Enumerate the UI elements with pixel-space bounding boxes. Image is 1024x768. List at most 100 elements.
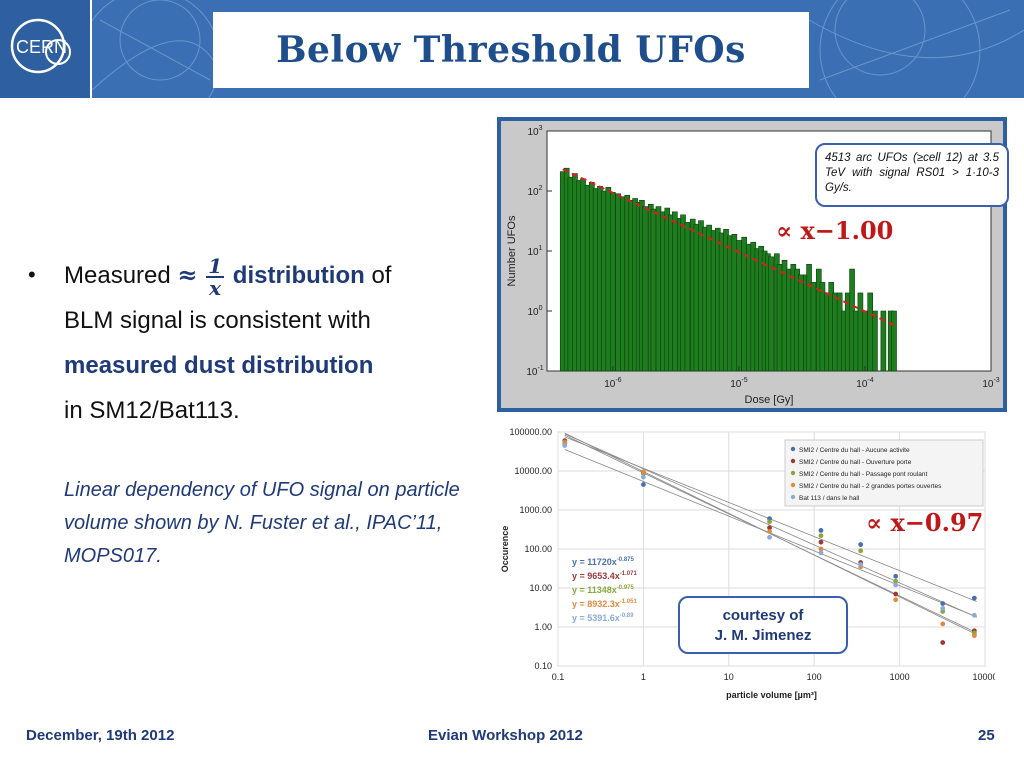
histogram-bar — [872, 310, 878, 372]
bullet-measured: Measured — [64, 262, 171, 289]
histogram-bar — [810, 282, 817, 372]
ufo-histogram-frame: 10-1 100 101 102 103 10-6 10-5 10-4 10-3 Dose [Gy… — [497, 117, 1007, 412]
legend-marker — [790, 458, 796, 464]
y-tick-label: 1000.00 — [519, 505, 552, 515]
legend-marker — [790, 470, 796, 476]
bullet-body: Measured ≈ 1 x distribution of BLM signa… — [64, 252, 484, 433]
courtesy-line-1: courtesy of — [722, 607, 804, 624]
histogram-bar — [736, 240, 742, 372]
y-tick-label: 1.00 — [534, 622, 552, 632]
histogram-bar — [672, 211, 678, 372]
fit-label-bottom: ∝ x−0.97 — [866, 508, 984, 537]
histogram-bar — [567, 176, 574, 372]
courtesy-box: courtesy of J. M. Jimenez — [678, 596, 848, 654]
fraction-denominator: x — [209, 275, 222, 300]
legend-entry: SMI2 / Centre du hall - 2 grandes portes… — [799, 483, 942, 490]
histogram-bar — [642, 206, 648, 372]
fit-equation: y = 11348x-0.975 — [572, 585, 634, 595]
y-tick-label: 100 — [527, 305, 542, 318]
histogram-bar — [880, 310, 887, 372]
scatter-point — [767, 525, 772, 531]
legend-entry: Bat 113 / dans le hall — [799, 495, 860, 502]
title-box: Below Threshold UFOs — [213, 12, 809, 88]
histogram-bar — [768, 256, 774, 372]
page-title: Below Threshold UFOs — [276, 29, 746, 71]
footer-page-number: 25 — [978, 727, 995, 744]
fit-equation: y = 9653.4x-1.071 — [572, 571, 637, 581]
scatter-point — [893, 597, 899, 603]
x-tick-label: 1000 — [890, 672, 910, 682]
histogram-bar — [781, 259, 788, 372]
scatter-point — [893, 591, 899, 597]
histogram-bar — [650, 208, 657, 372]
scatter-point — [767, 519, 772, 525]
y-axis-label: Number UFOs — [506, 215, 518, 286]
histogram-bar — [776, 264, 783, 372]
scatter-point — [818, 533, 824, 539]
histogram-bar — [610, 192, 616, 372]
scatter-point — [818, 527, 824, 533]
y-tick-label: 10.00 — [529, 583, 552, 593]
header-banner: CERN Below Threshold UFOs — [0, 0, 1024, 98]
histogram-bar — [741, 236, 747, 372]
scatter-point — [858, 542, 864, 547]
scatter-point — [971, 612, 977, 618]
scatter-point — [641, 482, 646, 487]
footer-event: Evian Workshop 2012 — [428, 727, 583, 744]
histogram-bar — [684, 222, 691, 372]
x-tick-label: 100 — [807, 672, 822, 682]
bullet-of: of — [371, 262, 392, 289]
scatter-point — [818, 550, 824, 556]
histogram-bar — [891, 310, 897, 372]
scatter-point — [767, 534, 772, 540]
ufo-annotation-box: 4513 arc UFOs (≥cell 12) at 3.5 TeV with… — [815, 143, 1009, 207]
fit-equation: y = 11720x-0.875 — [572, 557, 634, 567]
scatter-point — [893, 578, 899, 584]
x-tick-label: 10-5 — [730, 377, 747, 390]
trend-line — [564, 434, 977, 634]
x-tick-label: 10-4 — [856, 377, 873, 390]
ufo-annotation-text: 4513 arc UFOs (≥cell 12) at 3.5 TeV with… — [825, 152, 999, 194]
histogram-bar — [819, 282, 826, 372]
y-tick-label: 0.10 — [534, 661, 552, 671]
courtesy-line-2: J. M. Jimenez — [714, 627, 812, 644]
cern-logo: CERN — [0, 0, 92, 98]
bullet-line-1: Measured ≈ 1 x distribution of — [64, 252, 484, 298]
scatter-point — [641, 474, 646, 480]
x-tick-label: 10-3 — [982, 377, 999, 390]
scatter-point — [940, 605, 946, 611]
histogram-bar — [731, 233, 738, 372]
dust-distribution-chart: 100000.00 10000.00 1000.00 100.00 10.00 1.00 0… — [500, 427, 995, 700]
fraction-numerator: 1 — [206, 253, 225, 278]
legend-marker — [790, 482, 796, 488]
histogram-bar — [867, 292, 873, 372]
bullet-line-3: measured dust distribution — [64, 352, 374, 379]
y-tick-label: 100000.00 — [509, 427, 552, 437]
legend-box — [784, 439, 984, 507]
y-axis-label: Occurence — [500, 526, 510, 573]
scatter-point — [858, 562, 864, 567]
histogram-bar — [615, 193, 621, 372]
histogram-bar — [605, 187, 612, 372]
footer-date: December, 19th 2012 — [26, 727, 175, 744]
approx-symbol: ≈ — [177, 260, 198, 289]
histogram-bar — [655, 206, 662, 372]
scatter-point — [641, 469, 646, 475]
legend-marker — [790, 446, 796, 452]
scatter-point — [818, 546, 824, 552]
histogram-bar — [857, 292, 864, 372]
scatter-point — [940, 621, 946, 627]
y-tick-label: 10-1 — [526, 365, 543, 378]
scatter-point — [940, 601, 946, 606]
banner-decoration — [79, 0, 1024, 98]
legend-marker — [790, 494, 796, 500]
histogram-bar — [798, 274, 804, 372]
scatter-point — [893, 582, 899, 588]
reference-note: Linear dependency of UFO signal on parti… — [64, 479, 460, 567]
bullet-distribution: distribution — [232, 262, 365, 289]
one-over-x-fraction: 1 x — [206, 253, 225, 300]
legend-entry: SMI2 / Centre du hall - Aucune activite — [799, 447, 910, 454]
legend-entry: SMI2 / Centre du hall - Ouverture porte — [799, 459, 912, 466]
scatter-point — [893, 573, 899, 579]
fit-label-top: ∝ x−1.00 — [776, 216, 894, 245]
